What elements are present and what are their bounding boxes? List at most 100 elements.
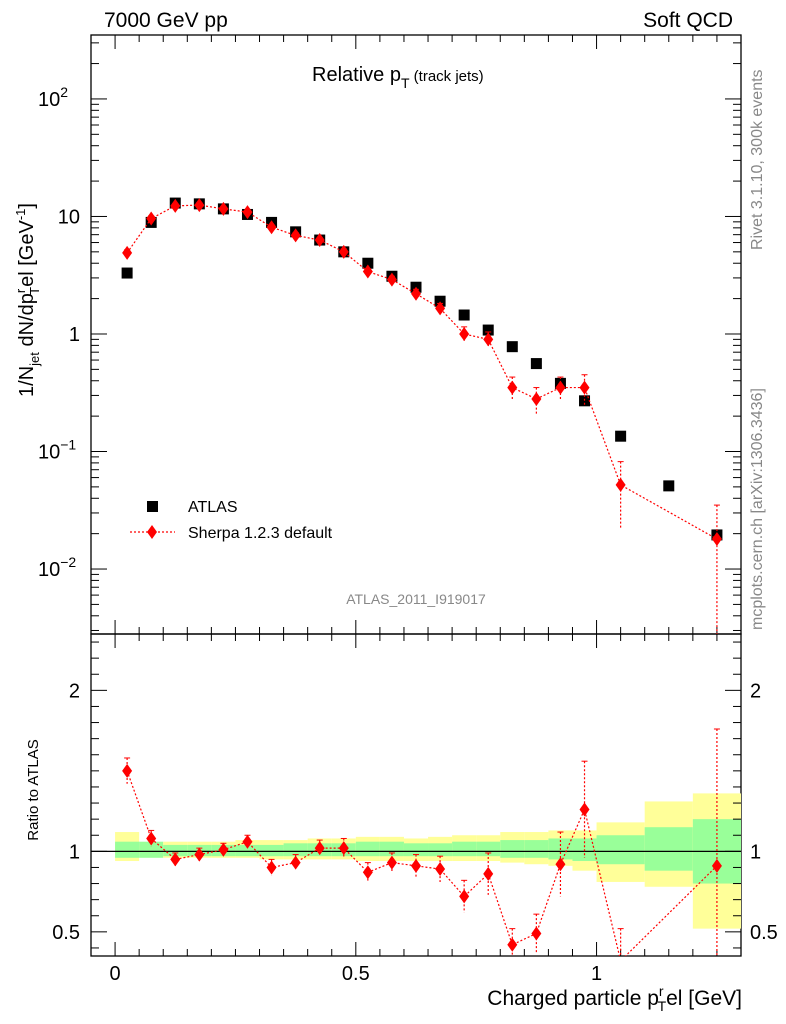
band-inner [524, 840, 549, 858]
atlas-point [530, 358, 542, 370]
sherpa-ratio-point [146, 831, 157, 846]
top-y-tick-label: 102 [38, 84, 68, 111]
band-inner [452, 841, 477, 857]
band-inner [163, 844, 188, 857]
sherpa-point [459, 326, 470, 341]
sherpa-ratio-point [555, 857, 566, 872]
sherpa-point [218, 201, 229, 216]
atlas-point [579, 395, 591, 407]
ratio-uncertainty-bands [115, 793, 741, 929]
x-tick-label: 0.5 [342, 963, 370, 985]
sherpa-line [126, 204, 718, 540]
atlas-point [506, 341, 518, 353]
sherpa-ratio-point [507, 937, 518, 952]
top-y-tick-label: 10−2 [38, 554, 76, 581]
legend-atlas-label: ATLAS [188, 499, 238, 516]
ratio-y-tick-label-left: 2 [69, 680, 80, 702]
sherpa-point [290, 228, 301, 243]
sherpa-point [266, 220, 277, 235]
sherpa-point [615, 477, 626, 492]
sherpa-point [507, 380, 518, 395]
band-inner [596, 835, 645, 865]
sherpa-ratio-point [531, 926, 542, 941]
band-inner [403, 843, 429, 857]
header-right: Soft QCD [643, 9, 733, 32]
sherpa-ratio-point [170, 852, 181, 867]
top-y-tick-label: 1 [69, 324, 80, 346]
sherpa-ratio-point [314, 841, 325, 856]
atlas-point [434, 295, 446, 307]
analysis-id: ATLAS_2011_I919017 [346, 591, 486, 607]
atlas-point [458, 309, 470, 321]
band-inner [115, 841, 140, 858]
atlas-point [663, 480, 675, 492]
x-tick-label: 1 [591, 963, 602, 985]
band-inner [428, 843, 453, 857]
band-inner [355, 841, 380, 857]
sherpa-ratio-point [290, 855, 301, 870]
ratio-y-tick-label-right: 1 [750, 841, 761, 863]
top-y-tick-label: 10 [58, 206, 80, 228]
ratio-y-axis-label: Ratio to ATLAS [25, 739, 42, 840]
sherpa-ratio-point [483, 866, 494, 881]
ratio-y-tick-label-left: 1 [69, 841, 80, 863]
sherpa-ratio-point [362, 865, 373, 880]
sherpa-ratio-point [579, 802, 590, 817]
sherpa-point [338, 244, 349, 259]
ratio-y-tick-label-left: 0.5 [52, 922, 80, 944]
band-inner [283, 843, 308, 857]
sherpa-ratio-point [338, 841, 349, 856]
band-inner [235, 844, 260, 857]
sherpa-point [435, 301, 446, 316]
atlas-point [615, 430, 627, 442]
sherpa-ratio-point [266, 860, 277, 875]
header-left: 7000 GeV pp [104, 9, 228, 32]
sherpa-point [386, 272, 397, 287]
sherpa-point [362, 264, 373, 279]
sherpa-point [579, 380, 590, 395]
sherpa-ratio-point [194, 847, 205, 862]
sherpa-ratio-group [122, 728, 722, 956]
ratio-y-tick-label-right: 0.5 [750, 922, 778, 944]
top-y-axis-label: 1/Njet dN/dprTel [GeV-1] [13, 203, 42, 397]
atlas-point [362, 257, 374, 269]
rivet-label: Rivet 3.1.10, 300k events [749, 69, 766, 250]
sherpa-ratio-point [386, 855, 397, 870]
sherpa-point [531, 391, 542, 406]
sherpa-point [122, 245, 133, 260]
sherpa-point [242, 205, 253, 220]
mcplots-label: mcplots.cern.ch [arXiv:1306.3436] [749, 388, 766, 630]
band-inner [500, 840, 525, 858]
legend-sherpa-marker [147, 525, 157, 539]
sherpa-point [483, 332, 494, 347]
sherpa-ratio-point [122, 763, 133, 778]
legend-atlas-marker [147, 501, 158, 512]
sherpa-ratio-point [711, 858, 722, 873]
sherpa-point [314, 233, 325, 248]
band-inner [476, 841, 501, 857]
sherpa-ratio-point [435, 862, 446, 877]
plot-title: Relative pT (track jets) [312, 64, 484, 91]
sherpa-point [555, 380, 566, 395]
atlas-point [482, 324, 494, 336]
legend-sherpa-label: Sherpa 1.2.3 default [188, 525, 333, 542]
top-frame [90, 34, 742, 635]
sherpa-ratio-point [218, 842, 229, 857]
ratio-y-tick-label-right: 2 [750, 680, 761, 702]
sherpa-point [711, 532, 722, 547]
data-marks [121, 197, 723, 956]
sherpa-point [170, 198, 181, 213]
band-inner [379, 841, 404, 857]
sherpa-ratio-line [126, 770, 718, 956]
x-axis-label: Charged particle pr Tel [GeV] [487, 983, 742, 1014]
sherpa-point [146, 211, 157, 226]
top-y-tick-label: 10−1 [38, 437, 76, 464]
sherpa-ratio-point [411, 858, 421, 873]
sherpa-ratio-point [242, 834, 253, 849]
x-tick-label: 0 [110, 963, 121, 985]
band-inner [259, 844, 284, 857]
sherpa-point [194, 198, 205, 213]
band-inner [139, 841, 164, 858]
sherpa-point [411, 286, 421, 301]
